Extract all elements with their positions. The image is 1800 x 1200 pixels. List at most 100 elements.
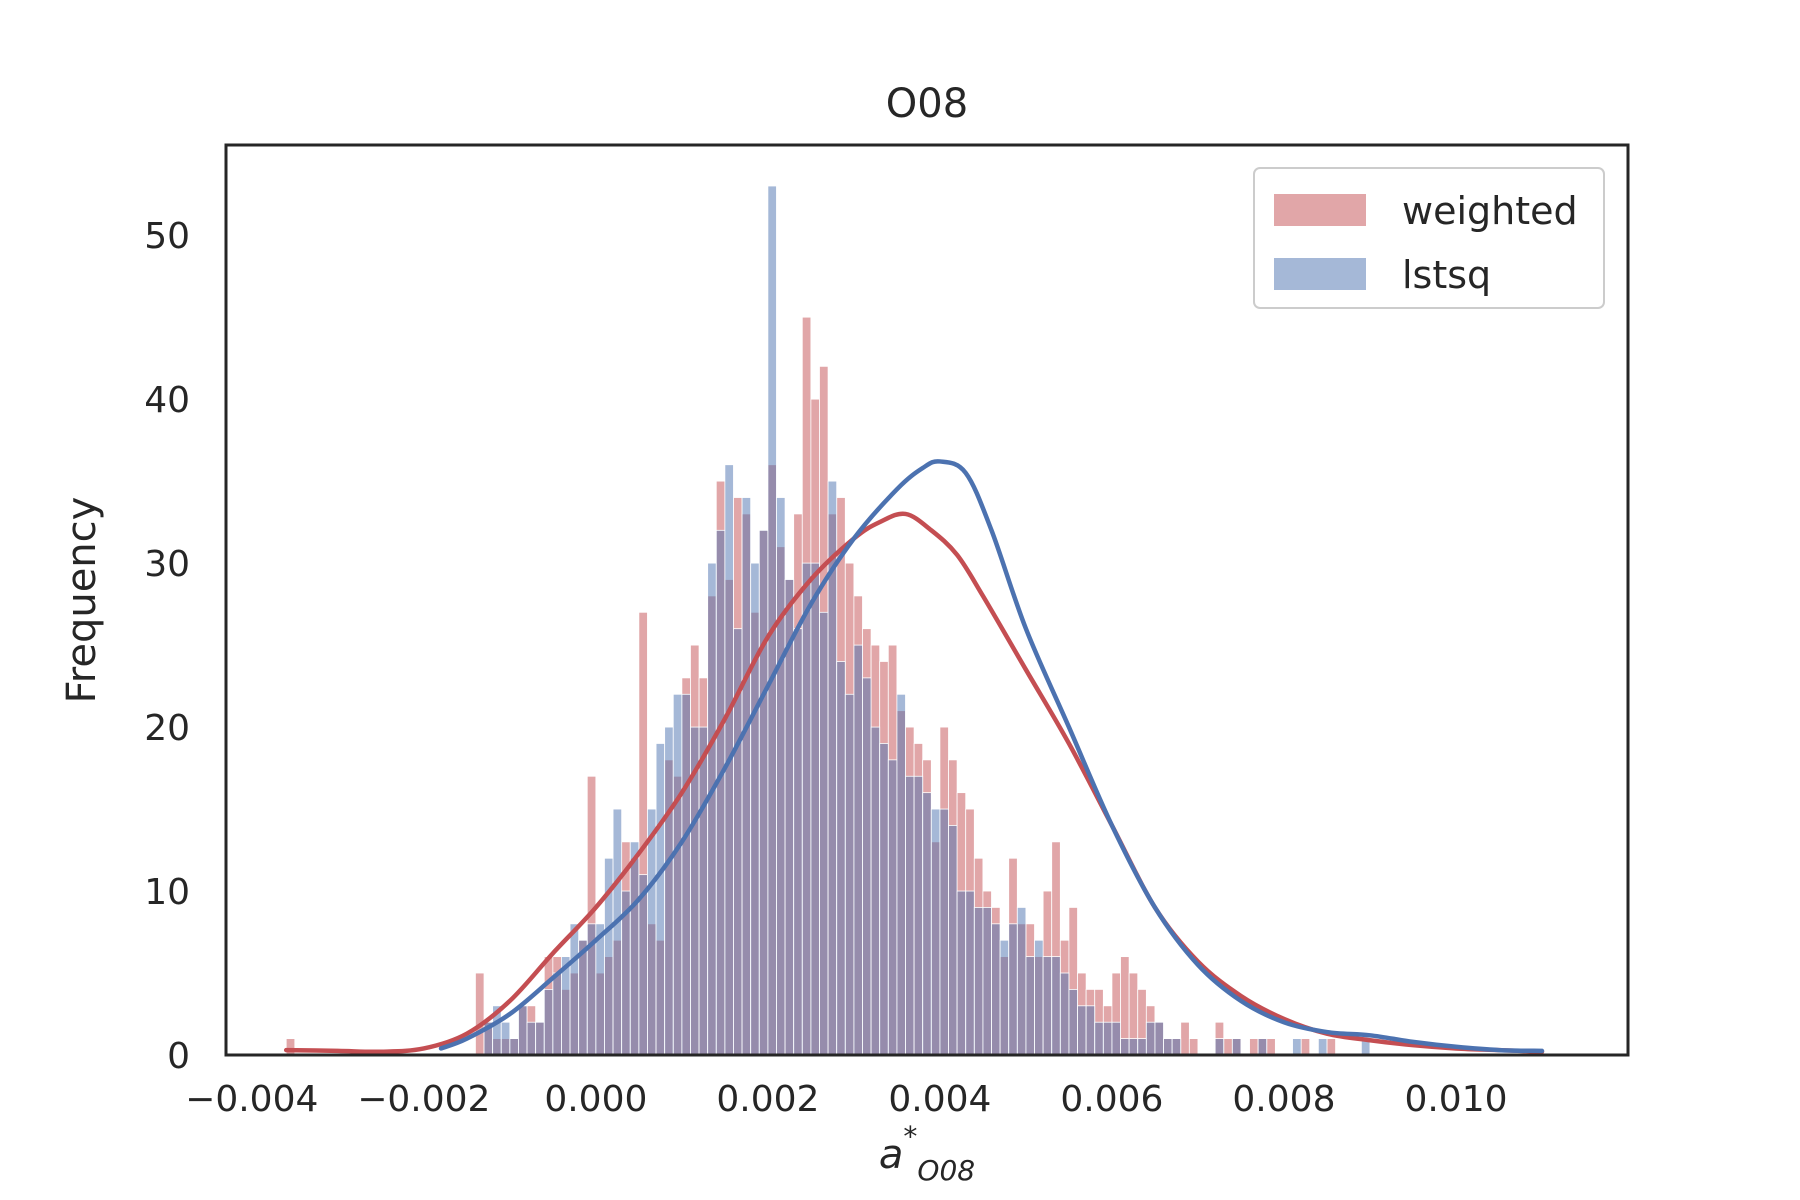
x-axis-ticks: −0.004 −0.002 0.000 0.002 0.004 0.006 0.008 0.0… [185, 1079, 1507, 1120]
lstsq-bar [750, 562, 760, 1056]
weighted-bar [1300, 1038, 1311, 1056]
legend: weighted lstsq [1253, 167, 1605, 309]
legend-label-lstsq: lstsq [1402, 253, 1491, 297]
lstsq-bar [543, 989, 554, 1056]
legend-swatch-weighted [1274, 194, 1366, 226]
lstsq-bar [836, 661, 846, 1056]
lstsq-bar [1051, 956, 1061, 1056]
lstsq-bar [973, 907, 984, 1056]
weighted-bar [475, 972, 485, 1056]
lstsq-bar [1231, 1038, 1242, 1056]
x-tick-label: 0.006 [1060, 1079, 1163, 1120]
lstsq-bar [810, 562, 820, 1056]
y-tick-label: 10 [144, 872, 190, 913]
lstsq-bar [930, 808, 941, 1056]
lstsq-bar [776, 497, 786, 1056]
lstsq-bar [870, 726, 881, 1056]
lstsq-bar [905, 775, 915, 1056]
lstsq-bar [1120, 1038, 1130, 1056]
lstsq-bar [862, 677, 872, 1056]
y-tick-label: 0 [167, 1036, 190, 1077]
lstsq-bar [638, 874, 648, 1056]
lstsq-bar [844, 693, 855, 1056]
weighted-bar [1249, 1038, 1259, 1056]
lstsq-bar [741, 497, 752, 1056]
lstsq-bar [1025, 956, 1035, 1056]
y-tick-label: 40 [144, 380, 190, 421]
y-tick-label: 30 [144, 544, 190, 585]
weighted-bar [1326, 1038, 1336, 1056]
weighted-bar [1223, 1038, 1233, 1056]
lstsq-bar [999, 939, 1010, 1056]
lstsq-bar [1163, 1038, 1173, 1056]
lstsq-bar [913, 775, 924, 1056]
lstsq-bars [483, 185, 1371, 1056]
x-tick-label: 0.010 [1404, 1079, 1507, 1120]
y-axis-ticks: 0 10 20 30 40 50 [144, 216, 190, 1077]
lstsq-bar [1257, 1038, 1268, 1056]
lstsq-bar [500, 1021, 511, 1056]
lstsq-bar [767, 185, 777, 1056]
legend-swatch-lstsq [1274, 258, 1366, 290]
lstsq-bar [879, 743, 889, 1056]
lstsq-bar [552, 972, 562, 1056]
lstsq-bar [518, 1005, 528, 1056]
plot-frame [224, 143, 1630, 1057]
x-tick-label: 0.004 [888, 1079, 991, 1120]
lstsq-bar [956, 890, 967, 1056]
lstsq-bar [965, 890, 975, 1056]
x-tick-label: −0.004 [185, 1079, 318, 1120]
x-tick-label: 0.000 [544, 1079, 647, 1120]
lstsq-bar [1102, 1021, 1113, 1056]
lstsq-bar [612, 808, 623, 1056]
lstsq-bar [1094, 1021, 1104, 1056]
lstsq-bar [569, 923, 580, 1056]
x-axis-label-sub: O08 [917, 1154, 975, 1187]
lstsq-bar [1042, 956, 1053, 1056]
weighted-bar [1188, 1038, 1199, 1056]
lstsq-bar [715, 529, 726, 1056]
lstsq-bar [948, 825, 958, 1056]
lstsq-bar [939, 808, 949, 1056]
lstsq-bar [853, 644, 863, 1056]
chart-title: O08 [886, 81, 968, 127]
lstsq-bar [655, 743, 666, 1056]
lstsq-bar [819, 611, 829, 1056]
lstsq-bar [509, 1038, 519, 1056]
x-axis-label-sup: * [903, 1120, 917, 1153]
lstsq-kde-line [438, 459, 1545, 1054]
lstsq-bar [991, 923, 1001, 1056]
lstsq-bar [801, 562, 812, 1056]
lstsq-bar [1317, 1038, 1328, 1056]
lstsq-bar [1068, 989, 1078, 1056]
lstsq-bar [1154, 1021, 1164, 1056]
kde-curves [283, 459, 1545, 1055]
lstsq-bar [1292, 1038, 1302, 1056]
y-axis-label: Frequency [59, 497, 105, 704]
lstsq-bar [1128, 1038, 1139, 1056]
lstsq-bar [922, 792, 932, 1056]
lstsq-bar [1145, 1021, 1156, 1056]
lstsq-bar [1137, 1038, 1147, 1056]
lstsq-bar [681, 693, 691, 1056]
lstsq-bar [526, 1021, 537, 1056]
lstsq-bar [647, 808, 657, 1056]
x-tick-label: 0.002 [716, 1079, 819, 1120]
lstsq-bar [672, 693, 683, 1056]
legend-label-weighted: weighted [1402, 189, 1578, 233]
lstsq-bar [758, 529, 769, 1056]
lstsq-bar [1171, 1038, 1182, 1056]
lstsq-bar [1077, 1005, 1087, 1056]
lstsq-bar [1214, 1038, 1225, 1056]
lstsq-bar [1111, 1021, 1121, 1056]
weighted-bar [1180, 1021, 1190, 1056]
lstsq-bar [664, 726, 674, 1056]
lstsq-bar [887, 759, 898, 1056]
lstsq-bar [595, 923, 605, 1056]
lstsq-bar [629, 841, 640, 1056]
lstsq-bar [1085, 1005, 1096, 1056]
weighted-bar [285, 1038, 296, 1056]
lstsq-bar [1034, 939, 1044, 1056]
lstsq-bar [982, 907, 992, 1056]
